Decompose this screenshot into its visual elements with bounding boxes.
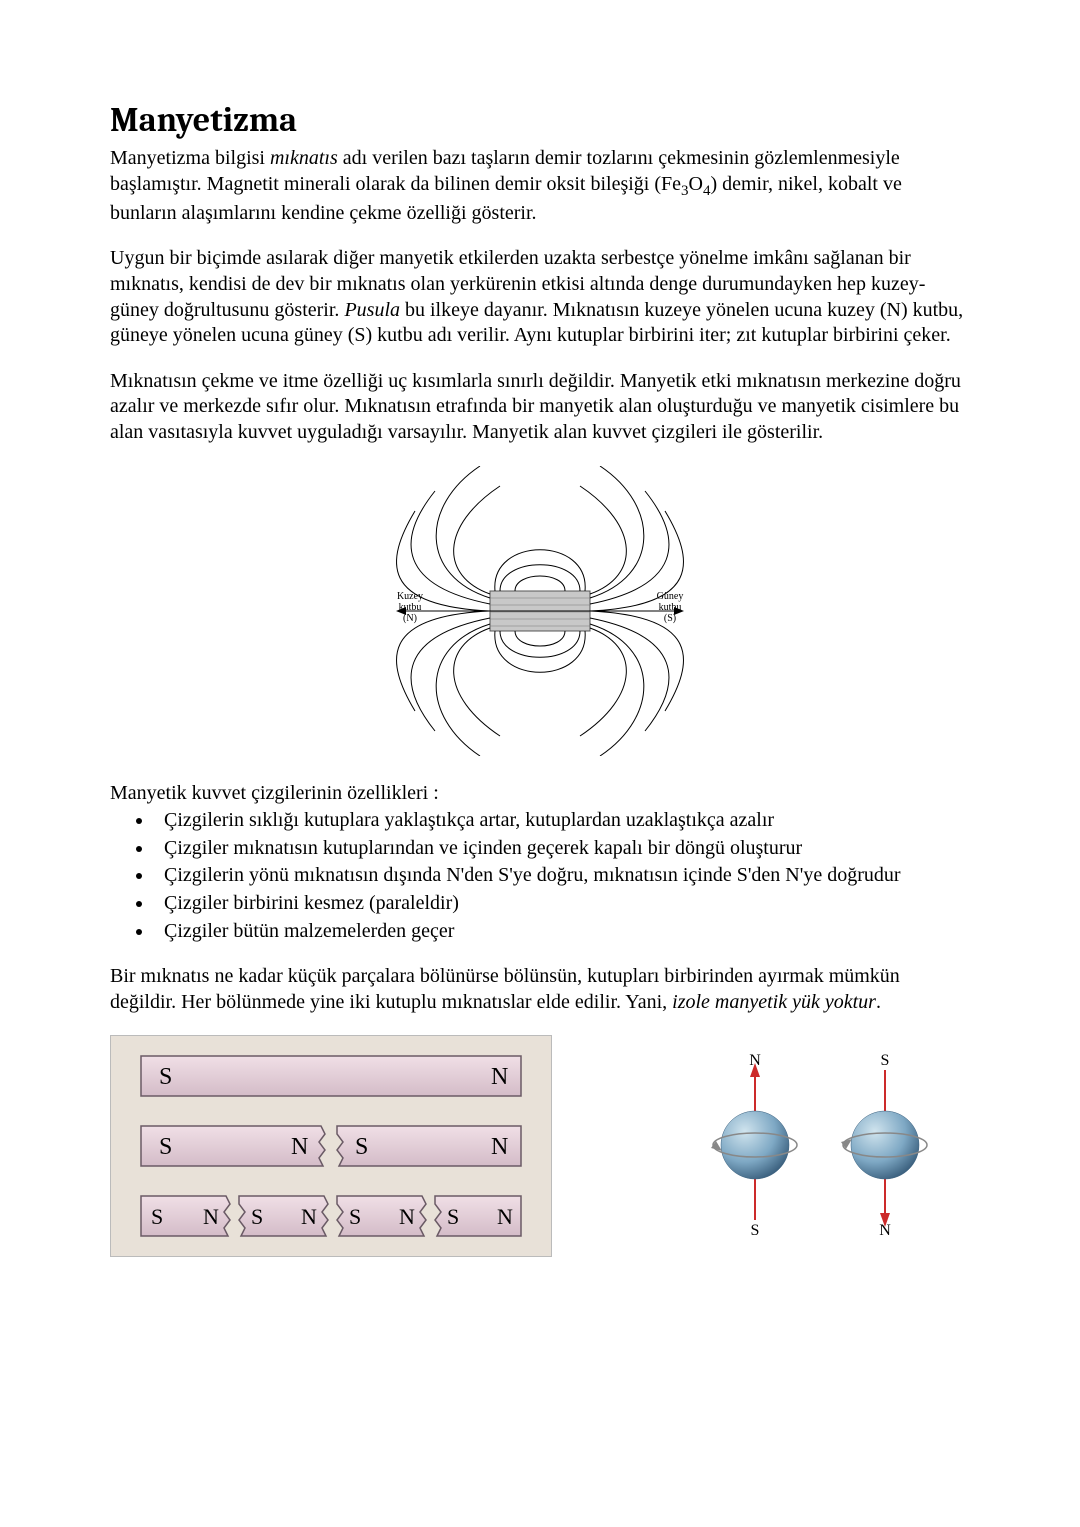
bars-diagram: S N S N S N S N S N	[110, 1035, 552, 1257]
page-title: Manyetizma	[110, 100, 970, 140]
bar3a-s: S	[151, 1204, 163, 1229]
figure-field-lines: Kuzey kutbu (N) Güney kutbu (S)	[110, 466, 970, 761]
bar3d-s: S	[447, 1204, 459, 1229]
bar2a-n: N	[291, 1134, 308, 1160]
bar3c-s: S	[349, 1204, 361, 1229]
bar1-n: N	[491, 1064, 508, 1090]
paragraph-1: Manyetizma bilgisi mıknatıs adı verilen …	[110, 146, 970, 226]
p2-italic: Pusula	[344, 299, 400, 321]
label-guney: Güney	[657, 591, 684, 602]
p4b: .	[876, 991, 881, 1013]
p1-italic: mıknatıs	[270, 147, 338, 169]
sphere2-s: S	[881, 1052, 890, 1069]
label-kuzey: Kuzey	[397, 591, 423, 602]
sphere1-n: N	[749, 1052, 761, 1069]
bar3b-s: S	[251, 1204, 263, 1229]
bar2b-s: S	[355, 1134, 368, 1160]
document-page: Manyetizma Manyetizma bilgisi mıknatıs a…	[0, 0, 1080, 1527]
label-n: (N)	[403, 613, 417, 624]
bar3b-n: N	[301, 1204, 317, 1229]
paragraph-2: Uygun bir biçimde asılarak diğer manyeti…	[110, 246, 970, 348]
bullet-list: Çizgilerin sıklığı kutuplara yaklaştıkça…	[110, 808, 970, 944]
bottom-figures-row: S N S N S N S N S N	[110, 1035, 970, 1257]
bar2a-s: S	[159, 1134, 172, 1160]
paragraph-3: Mıknatısın çekme ve itme özelliği uç kıs…	[110, 369, 970, 446]
list-item: Çizgilerin yönü mıknatısın dışında N'den…	[154, 863, 970, 889]
p4-italic: izole manyetik yük yoktur	[672, 991, 876, 1013]
sphere1-s: S	[751, 1222, 760, 1239]
bar3c-n: N	[399, 1204, 415, 1229]
label-s: (S)	[664, 613, 676, 624]
list-item: Çizgiler mıknatısın kutuplarından ve içi…	[154, 836, 970, 862]
bar1-s: S	[159, 1064, 172, 1090]
bar3a-n: N	[203, 1204, 219, 1229]
p1c: O	[689, 173, 703, 195]
list-item: Çizgiler birbirini kesmez (paraleldir)	[154, 891, 970, 917]
bar2b-n: N	[491, 1134, 508, 1160]
label-kutbu-l: kutbu	[399, 602, 422, 613]
bar3d-n: N	[497, 1204, 513, 1229]
field-lines-svg: Kuzey kutbu (N) Güney kutbu (S)	[340, 466, 740, 756]
p1-sub1: 3	[681, 183, 689, 199]
sphere2-n: N	[879, 1222, 891, 1239]
list-item: Çizgiler bütün malzemelerden geçer	[154, 919, 970, 945]
list-item: Çizgilerin sıklığı kutuplara yaklaştıkça…	[154, 808, 970, 834]
label-kutbu-r: kutbu	[659, 602, 682, 613]
paragraph-4: Bir mıknatıs ne kadar küçük parçalara bö…	[110, 964, 970, 1015]
list-heading: Manyetik kuvvet çizgilerinin özellikleri…	[110, 781, 970, 807]
p1a: Manyetizma bilgisi	[110, 147, 270, 169]
spheres-diagram: N S S N	[670, 1035, 970, 1255]
